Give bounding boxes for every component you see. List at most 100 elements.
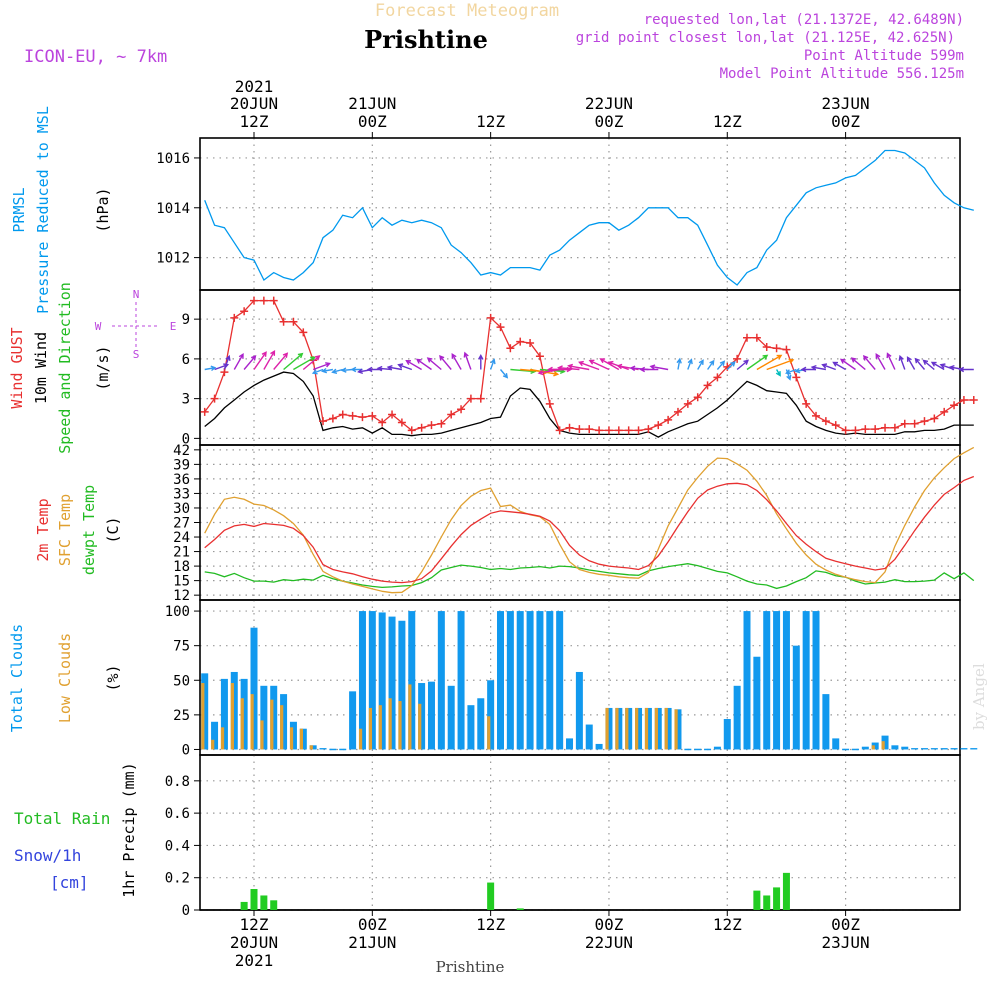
wind-panel: 0 3 6 9 bbox=[182, 289, 978, 447]
wind-direction-arrow bbox=[775, 369, 781, 377]
requested-coords: requested lon,lat (21.1372E, 42.6489N) bbox=[644, 12, 964, 28]
total-cloud-bar bbox=[211, 721, 219, 750]
wind-gust-marker bbox=[881, 423, 890, 432]
total-cloud-bar bbox=[911, 748, 919, 750]
wind-direction-arrow bbox=[567, 363, 590, 371]
total-cloud-bar bbox=[792, 645, 800, 750]
wind-direction-arrow bbox=[321, 367, 334, 374]
wind-direction-arrow bbox=[223, 354, 231, 370]
top-time-label: 22JUN bbox=[585, 94, 633, 113]
wind-gust-marker bbox=[447, 410, 456, 419]
temp-ytick-label: 42 bbox=[173, 443, 190, 459]
wind-direction-arrow bbox=[415, 358, 432, 371]
wind-direction-arrow bbox=[898, 354, 906, 370]
wind-gust-marker bbox=[378, 418, 387, 427]
total-cloud-bar bbox=[773, 611, 781, 750]
total-cloud-bar bbox=[832, 738, 840, 750]
total-cloud-bar bbox=[782, 611, 790, 750]
temp-ytick-label: 12 bbox=[173, 588, 190, 604]
wind-direction-arrow bbox=[785, 368, 797, 375]
rain-bar bbox=[753, 890, 761, 910]
wind-gust-marker bbox=[871, 425, 880, 434]
grid-point-coords: grid point closest lon,lat (21.125E, 42.… bbox=[576, 30, 955, 46]
wind-direction-arrow bbox=[716, 360, 726, 370]
wind-direction-arrow bbox=[697, 359, 704, 370]
low-cloud-bar bbox=[230, 683, 234, 750]
wind-direction-arrow bbox=[800, 366, 816, 373]
low-cloud-bar bbox=[250, 694, 254, 750]
clouds-ytick-label: 100 bbox=[165, 604, 190, 620]
footer-location: Prishtine bbox=[436, 958, 505, 976]
temp-ytick-label: 27 bbox=[173, 516, 190, 532]
total-cloud-bar bbox=[615, 707, 623, 750]
temp-line-0 bbox=[204, 475, 975, 584]
wind-gust-marker bbox=[476, 394, 485, 403]
wind-ytick-label: 3 bbox=[182, 392, 190, 408]
wind-gust-marker bbox=[782, 345, 791, 354]
low-cloud-bar bbox=[674, 709, 678, 750]
low-cloud-bar bbox=[615, 707, 619, 750]
wind-ytick-label: 6 bbox=[182, 352, 190, 368]
low-cloud-bar bbox=[487, 716, 491, 750]
wind-gust-marker bbox=[299, 328, 308, 337]
wind-gust-marker bbox=[841, 426, 850, 435]
bottom-time-label: 12Z bbox=[476, 915, 505, 934]
wind-gust-marker bbox=[240, 307, 249, 316]
rain-bar bbox=[516, 908, 524, 910]
bottom-time-label: 2021 bbox=[235, 951, 274, 970]
top-time-label: 00Z bbox=[358, 112, 387, 131]
bottom-time-label: 00Z bbox=[358, 915, 387, 934]
precip-frame bbox=[199, 754, 961, 911]
wind-direction-arrow bbox=[477, 354, 484, 370]
location-title: Prishtine bbox=[364, 25, 488, 54]
wind-direction-arrow bbox=[676, 357, 682, 370]
total-cloud-bar bbox=[654, 707, 662, 750]
total-cloud-bar bbox=[960, 748, 968, 750]
app-title: Forecast Meteogram bbox=[375, 1, 559, 21]
total-cloud-bar bbox=[556, 611, 564, 750]
total-cloud-bar bbox=[743, 611, 751, 750]
rain-bar bbox=[773, 887, 781, 910]
wind-gust-marker bbox=[348, 411, 357, 420]
rain-bar bbox=[763, 895, 771, 910]
pressure-ytick-label: 1012 bbox=[156, 251, 190, 267]
rain-bar bbox=[260, 895, 268, 910]
wind-direction-arrow bbox=[376, 365, 393, 372]
pressure-panel: 1012 1014 1016 bbox=[156, 137, 974, 291]
wind-gust-marker bbox=[644, 425, 653, 434]
total-cloud-bar bbox=[940, 748, 948, 750]
total-cloud-bar bbox=[260, 685, 268, 750]
wind-gust-marker bbox=[733, 354, 742, 363]
wind-direction-arrow bbox=[785, 369, 792, 381]
total-cloud-bar bbox=[358, 611, 366, 750]
clouds-panel-label: Total Clouds Low Clouds (%) bbox=[8, 624, 122, 732]
clouds-ytick-label: 0 bbox=[182, 742, 190, 758]
wind-direction-arrow bbox=[839, 358, 856, 371]
wind-gust-marker bbox=[397, 418, 406, 427]
top-time-label: 12Z bbox=[713, 112, 742, 131]
wind-gust-marker bbox=[821, 417, 830, 426]
wind-gust-marker bbox=[930, 414, 939, 423]
wind-gust-marker bbox=[861, 425, 870, 434]
top-year-label: 2021 bbox=[235, 77, 274, 96]
pressure-frame bbox=[199, 137, 961, 291]
low-cloud-bar bbox=[358, 728, 363, 750]
temperature-panel-label: 2m Temp SFC Temp dewpt Temp (C) bbox=[34, 485, 122, 575]
clouds-ytick-label: 25 bbox=[173, 708, 190, 724]
wind-gust-marker bbox=[555, 426, 564, 435]
low-cloud-bar bbox=[289, 727, 294, 750]
precip-legend-line: Snow/1h bbox=[14, 846, 81, 865]
compass-north: N bbox=[133, 288, 140, 301]
total-cloud-bar bbox=[487, 680, 495, 750]
total-cloud-bar bbox=[220, 678, 228, 750]
wind-gust-marker bbox=[516, 337, 525, 346]
wind-direction-arrow bbox=[687, 358, 693, 370]
total-cloud-bar bbox=[250, 627, 258, 750]
compass-south: S bbox=[133, 348, 140, 361]
wind-gust-marker bbox=[664, 415, 673, 424]
wind-gust-marker bbox=[654, 421, 663, 430]
wind-label-line: Wind GUST bbox=[8, 327, 26, 408]
pressure-label-line: (hPa) bbox=[94, 187, 112, 232]
